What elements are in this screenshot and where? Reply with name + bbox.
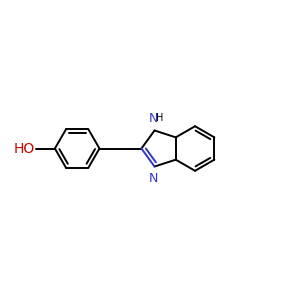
Text: H: H [156, 113, 164, 123]
Text: HO: HO [14, 142, 35, 155]
Text: N: N [148, 172, 158, 185]
Text: N: N [148, 112, 158, 125]
